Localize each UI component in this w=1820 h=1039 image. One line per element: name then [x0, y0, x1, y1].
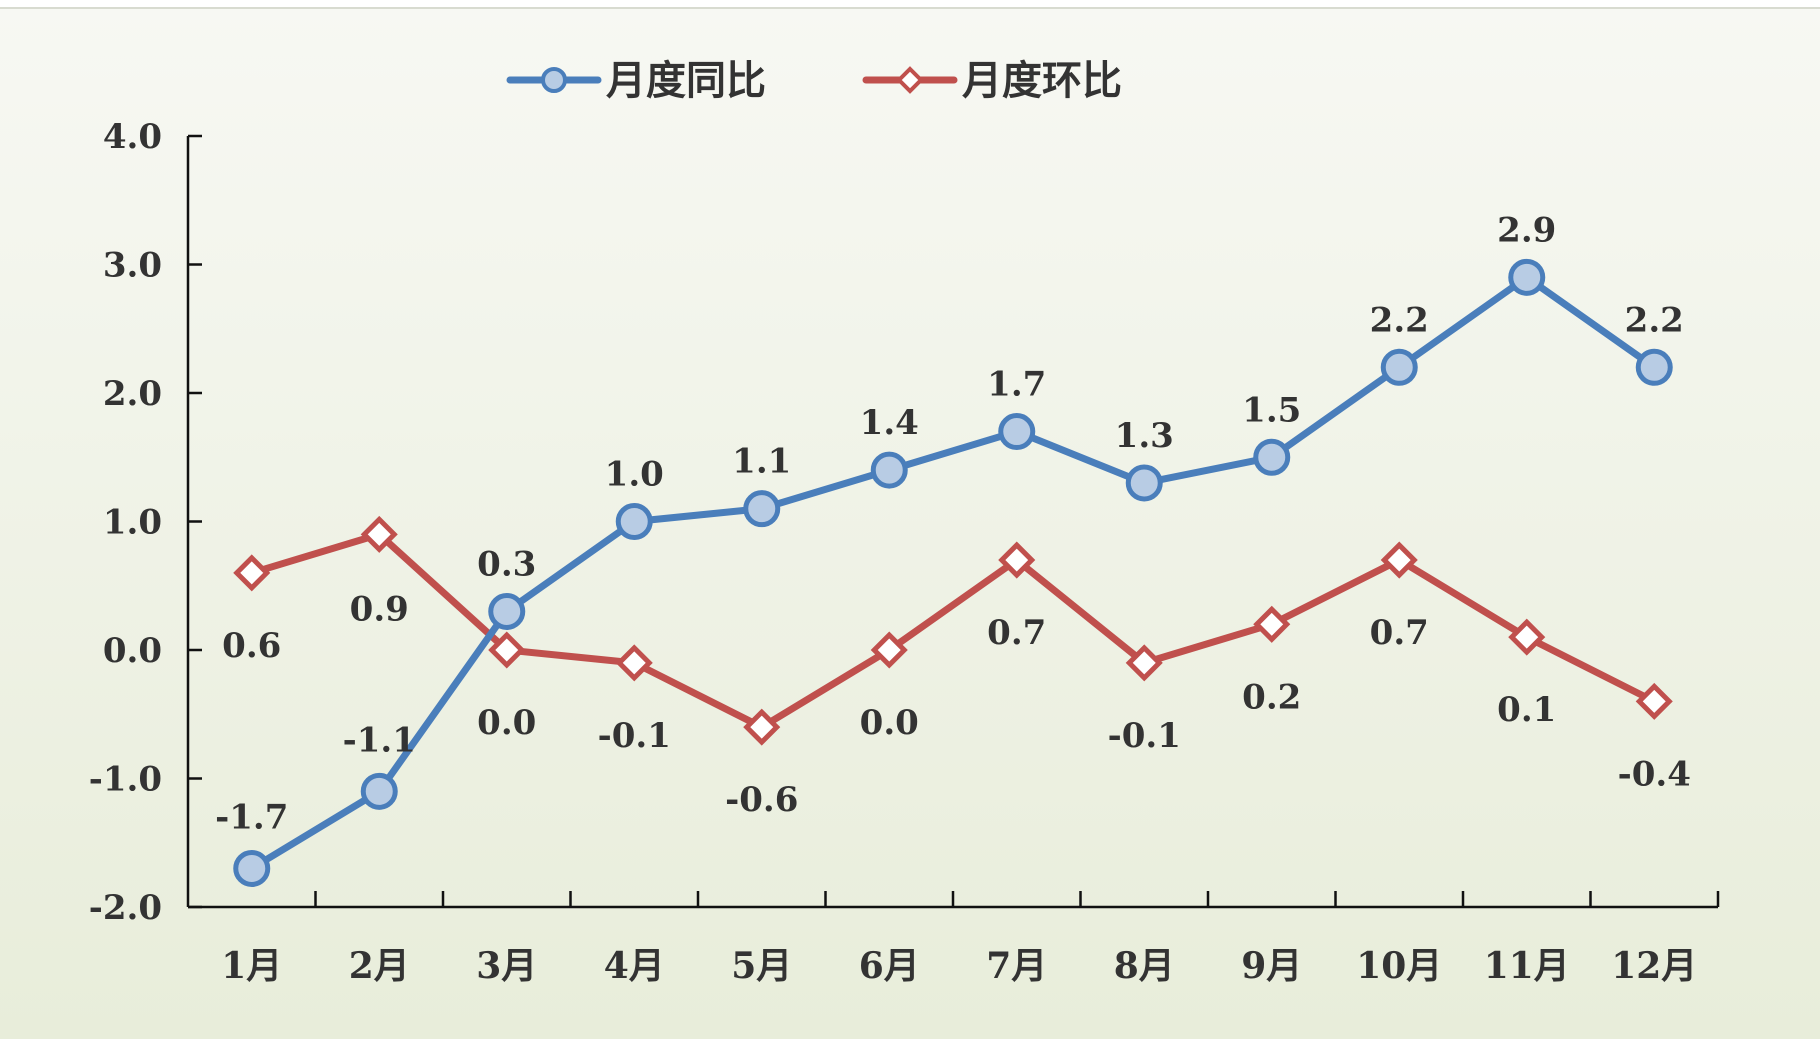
data-label-yoy: 1.5 [1242, 390, 1301, 430]
legend-item: 月度同比 [506, 58, 766, 104]
data-labels: -1.7 -1.1 0.3 1.0 1.1 1.4 1.7 1.3 1.5 2.2 2.9 2.2 0.… [215, 210, 1691, 837]
data-label-mom: -0.4 [1618, 754, 1691, 794]
data-label-yoy: 0.3 [477, 544, 536, 584]
data-point-mom [1508, 618, 1546, 656]
data-label-mom: 0.1 [1497, 690, 1556, 730]
y-tick-label: 1.0 [103, 503, 162, 543]
data-label-yoy: 1.1 [732, 442, 791, 482]
x-tick-label: 4月 [604, 945, 665, 987]
data-label-yoy: 2.2 [1370, 300, 1429, 340]
x-tick-label: 9月 [1241, 945, 1302, 987]
data-label-mom: 0.6 [222, 626, 281, 666]
y-tick-label: 2.0 [103, 374, 162, 414]
data-label-mom: -0.1 [1108, 716, 1181, 756]
y-tick-label: -2.0 [89, 888, 162, 928]
data-label-mom: 0.7 [987, 613, 1046, 653]
data-label-yoy: -1.7 [215, 797, 288, 837]
data-point-yoy [1125, 464, 1163, 502]
legend-marker-diamond [896, 66, 924, 94]
data-label-mom: -0.1 [598, 716, 671, 756]
legend-marker-circle [541, 67, 567, 93]
data-label-yoy: 2.2 [1625, 300, 1684, 340]
data-point-mom [488, 631, 526, 669]
x-tick-label: 11月 [1484, 945, 1570, 987]
series-layer [233, 258, 1673, 887]
y-tick-label: 3.0 [103, 246, 162, 286]
x-tick-label: 12月 [1611, 945, 1697, 987]
chart-background [0, 8, 1820, 1039]
data-point-mom [998, 541, 1036, 579]
legend-label: 月度环比 [962, 58, 1122, 104]
data-point-mom [743, 708, 781, 746]
data-label-mom: 0.9 [350, 589, 409, 629]
data-point-yoy [360, 772, 398, 810]
x-tick-label: 8月 [1114, 945, 1175, 987]
series-line-yoy [248, 273, 1658, 872]
data-point-mom [1253, 605, 1291, 643]
x-tick-label: 3月 [476, 945, 537, 987]
data-point-yoy [1380, 348, 1418, 386]
data-point-mom [1635, 682, 1673, 720]
data-label-yoy: 2.9 [1497, 210, 1556, 250]
legend-label: 月度同比 [606, 58, 766, 104]
data-point-yoy [1508, 258, 1546, 296]
data-label-mom: 0.2 [1242, 677, 1301, 717]
data-point-yoy [488, 592, 526, 630]
data-label-mom: 0.7 [1370, 613, 1429, 653]
data-point-yoy [615, 503, 653, 540]
data-label-mom: 0.0 [477, 703, 536, 743]
data-label-yoy: -1.1 [343, 720, 416, 760]
data-point-yoy [1635, 348, 1673, 386]
axes: 4.0 3.0 2.0 1.0 0.0 -1.0 -2.0 1月 2月 3月 4月 5月 6月 7月 8月 9… [89, 117, 1720, 987]
data-label-yoy: 1.0 [605, 455, 664, 495]
x-tick-label: 6月 [859, 945, 920, 987]
legend: 月度同比 月度环比 [506, 58, 1122, 104]
data-label-yoy: 1.3 [1115, 416, 1174, 456]
x-tick-label: 10月 [1356, 945, 1442, 987]
data-point-mom [1380, 541, 1418, 579]
data-point-yoy [743, 490, 781, 528]
data-point-yoy [998, 413, 1036, 451]
x-tick-label: 1月 [221, 945, 282, 987]
legend-item: 月度环比 [862, 58, 1122, 104]
series-line-mom [248, 530, 1658, 731]
data-point-mom [1125, 644, 1163, 682]
x-tick-label: 2月 [349, 945, 410, 987]
data-point-yoy [1253, 438, 1291, 476]
data-label-yoy: 1.7 [987, 365, 1046, 405]
data-label-mom: -0.6 [725, 780, 798, 820]
data-point-yoy [870, 451, 908, 489]
data-label-yoy: 1.4 [860, 403, 919, 443]
data-point-mom [360, 515, 398, 553]
data-point-mom [233, 554, 271, 592]
y-tick-label: -1.0 [89, 760, 162, 800]
data-label-mom: 0.0 [860, 703, 919, 743]
y-tick-label: 0.0 [103, 631, 162, 671]
y-tick-label: 4.0 [103, 117, 162, 157]
data-point-mom [615, 644, 653, 682]
data-point-yoy [233, 849, 271, 887]
x-tick-label: 5月 [731, 945, 792, 987]
x-tick-label: 7月 [986, 945, 1047, 987]
data-point-mom [870, 631, 908, 669]
